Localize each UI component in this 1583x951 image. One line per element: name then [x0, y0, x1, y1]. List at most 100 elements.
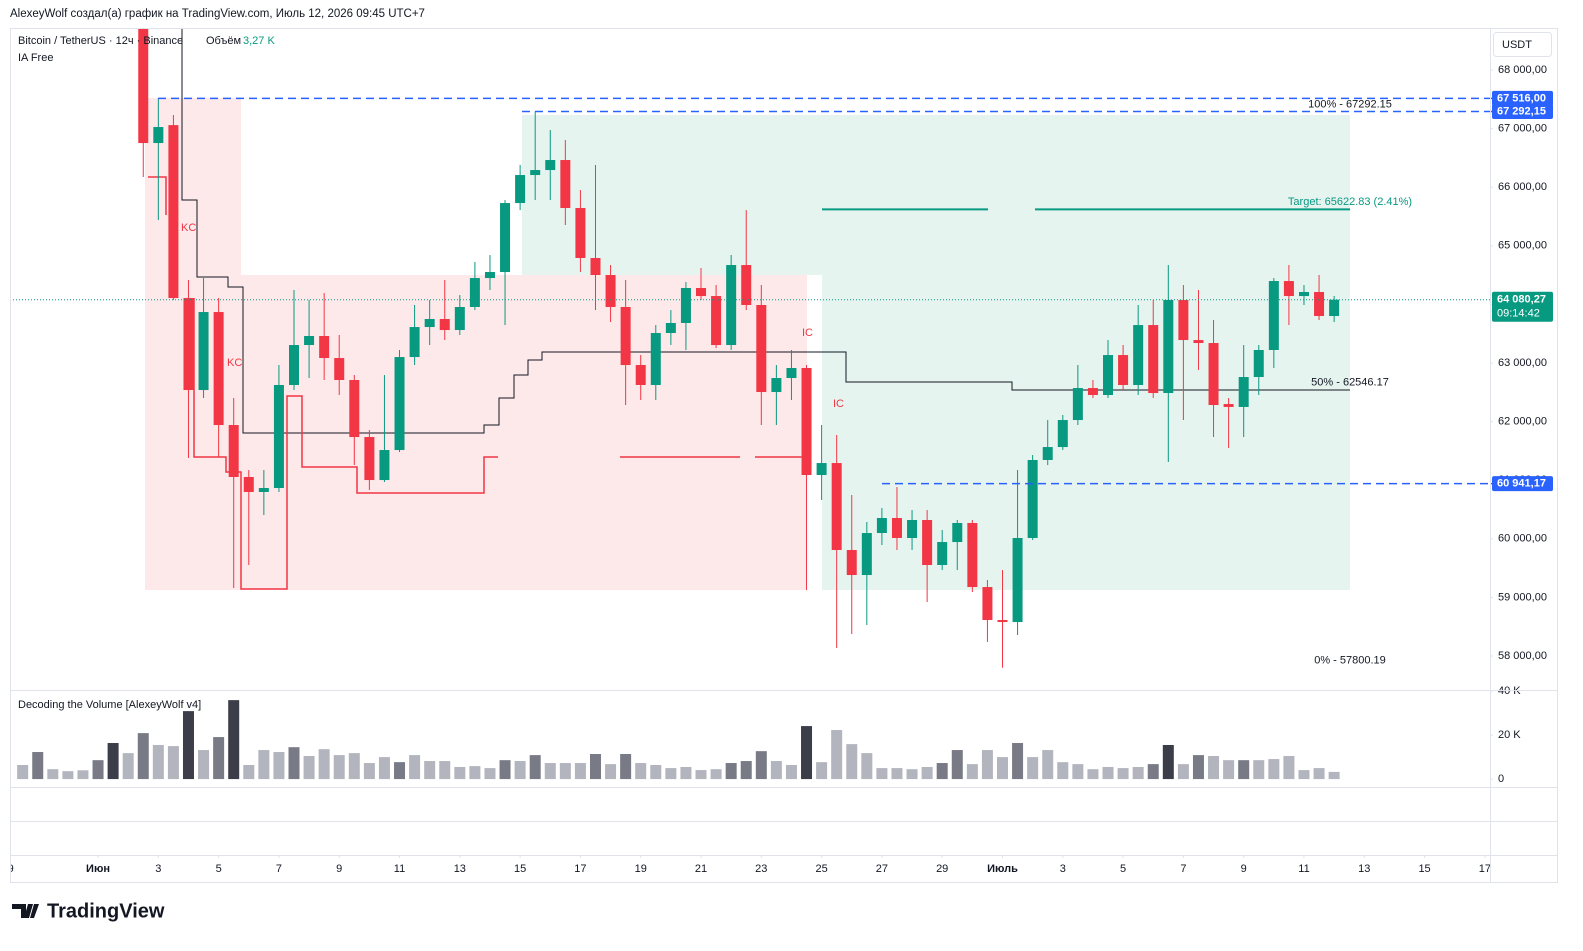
candle-body [726, 265, 737, 346]
y-tick-label: 67 000,00 [1498, 123, 1547, 135]
x-tick-label: 3 [1060, 863, 1066, 875]
logo-icon [12, 904, 39, 918]
price-level-box [1492, 103, 1553, 119]
volume-bar [589, 754, 601, 780]
volume-bar [198, 750, 210, 780]
candle-body [756, 305, 767, 393]
candle-body [183, 298, 194, 391]
x-tick-label: 3 [155, 863, 161, 875]
volume-bar [1072, 764, 1084, 780]
volume-bar [394, 762, 406, 780]
candle-body [1208, 343, 1219, 406]
candle-body [1223, 404, 1234, 407]
volume-readout: 3,27 K [243, 35, 275, 47]
price-level-box [1492, 90, 1553, 106]
candle-body [394, 357, 405, 451]
x-tick-label: 15 [1418, 863, 1430, 875]
currency-box[interactable] [1493, 32, 1552, 57]
volume-bar [273, 752, 285, 780]
volume-bar [107, 743, 119, 780]
x-tick-label: 17 [574, 863, 586, 875]
candle-body [635, 365, 646, 385]
volume-bar [378, 757, 390, 780]
volume-bar [770, 761, 782, 780]
candle-body [696, 288, 707, 297]
volume-bar [92, 760, 104, 780]
x-tick-label: 5 [216, 863, 222, 875]
x-tick-label: Июн [86, 863, 110, 875]
volume-bar [1042, 750, 1054, 780]
volume-bar [1328, 771, 1340, 780]
volume-bar [1238, 760, 1250, 780]
candle-body [273, 384, 284, 489]
candle-body [620, 306, 631, 366]
volume-bar [228, 700, 240, 780]
red-step-line [148, 176, 167, 215]
attribution: AlexeyWolf создал(а) график на TradingVi… [10, 8, 425, 20]
red-step-line [193, 298, 498, 590]
volume-bar [1208, 755, 1220, 780]
y-tick-label: 20 K [1498, 729, 1521, 741]
volume-bar [484, 768, 496, 780]
candle-body [575, 208, 586, 259]
volume-bar [137, 733, 149, 780]
volume-bar [1117, 768, 1129, 780]
x-tick-label: 9 [1241, 863, 1247, 875]
time-axis: 29 Июн 3 5 7 9 11 13 15 17 19 21 23 25 27 29 Июль 3 5 7 9 11 1… [1, 855, 1491, 875]
volume-bar [1027, 757, 1039, 780]
level-annotation: Target: 65622.83 (2.41%) [1288, 196, 1412, 208]
level-annotation: 100% - 67292.15 [1308, 98, 1392, 110]
candle-body [605, 274, 616, 307]
x-tick-label: 13 [454, 863, 466, 875]
volume-bar [559, 763, 571, 780]
volume-bar [710, 769, 722, 780]
candle-body [816, 463, 827, 475]
volume-bar [243, 765, 255, 780]
y-tick-label: 68 000,00 [1498, 64, 1547, 76]
marker: KC [181, 222, 196, 234]
y-tick-label: 62 000,00 [1498, 416, 1547, 428]
candle-body [153, 127, 164, 144]
volume-bar [996, 757, 1008, 780]
candle-body [138, 28, 149, 144]
volume-bar [514, 761, 526, 780]
candle-body [1178, 300, 1189, 341]
price-level-box [1492, 476, 1553, 492]
volume-bar [620, 754, 632, 780]
x-tick-label: 13 [1358, 863, 1370, 875]
candle-body [1329, 299, 1340, 317]
candle-body [500, 203, 511, 273]
candle-body [1133, 325, 1144, 385]
candle-body [213, 312, 224, 426]
candle-body [967, 522, 978, 588]
volume-bar [1283, 755, 1295, 780]
frame [10, 28, 1558, 883]
volume-bar [499, 760, 511, 780]
level-annotation: 0% - 57800.19 [1314, 655, 1386, 667]
volume-bar [665, 768, 677, 780]
x-tick-label: 23 [755, 863, 767, 875]
candle-body [1283, 281, 1294, 297]
x-tick-label: 17 [1479, 863, 1491, 875]
candle-body [168, 125, 179, 299]
volume-pane [17, 700, 1340, 780]
candle-body [1253, 350, 1264, 378]
x-tick-label: 9 [336, 863, 342, 875]
volume-bar [1223, 760, 1235, 780]
volume-bar [529, 755, 541, 780]
candle-body [1027, 459, 1038, 538]
x-tick-label: 29 [1, 863, 13, 875]
candle-body [545, 160, 556, 171]
volume-bar [469, 766, 481, 780]
volume-bar [47, 769, 59, 780]
volume-bar [333, 755, 345, 780]
candle-body [228, 425, 239, 477]
volume-bar [936, 763, 948, 780]
currency[interactable]: USDT [1502, 39, 1532, 51]
candle-body [937, 542, 948, 566]
candle-body [801, 367, 812, 475]
volume-bar [921, 766, 933, 780]
candle-body [530, 170, 541, 176]
volume-bar [1162, 744, 1174, 780]
volume-bar [439, 761, 451, 780]
